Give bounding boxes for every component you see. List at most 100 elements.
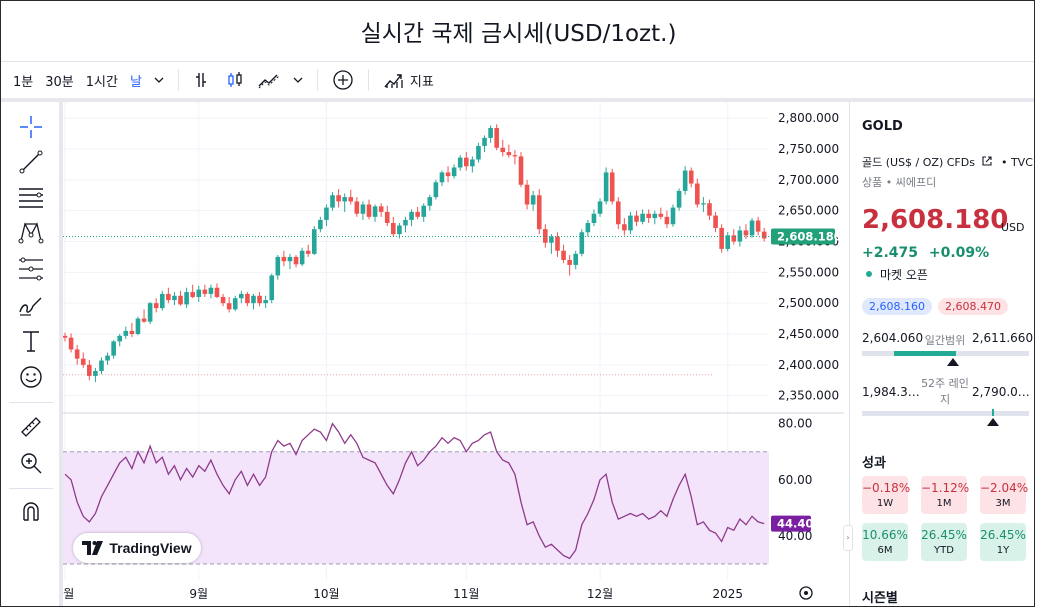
text-tool-icon[interactable] [16,326,46,356]
candle-body [299,250,305,265]
interval-1m-button[interactable]: 1분 [13,74,34,90]
ruler-icon[interactable] [16,412,46,442]
candle-body [579,232,585,254]
candle-body [457,157,463,168]
candle-body [74,349,80,359]
perf-value: −1.12% [921,481,970,495]
zoom-in-icon[interactable] [16,448,46,478]
tool-divider [9,402,53,403]
bar-style-icon[interactable] [187,70,219,90]
perf-value: 10.66% [862,528,908,542]
price-axis-tick-label: 2,350.000 [778,389,839,403]
emoji-icon[interactable] [16,362,46,392]
candle-body [378,206,384,212]
chart-canvas: 8월 9월 10월 11월 12월 2025 2,800.000 2,750.000 2,700… [63,102,844,601]
candle-body [251,295,256,304]
candle-body [153,303,159,309]
candle-body [543,229,548,243]
candle-body [719,227,724,249]
indicators-button[interactable]: 지표 [377,70,440,90]
candle-body [245,293,250,304]
price-axis-tick-label: 2,500.000 [778,296,839,310]
candle-body [701,203,706,205]
candle-body [123,330,129,336]
fib-retracement-icon[interactable] [16,182,46,212]
seasonal-title: 시즌별 [862,591,898,606]
symbol-category: 상품 • 씨에프디 [862,176,937,189]
candle-body [433,182,439,198]
interval-day-button[interactable]: 날 [129,74,142,90]
symbol-ticker[interactable]: GOLD [862,119,903,134]
candle-body [208,287,214,294]
candle-body [220,297,226,304]
brush-icon[interactable] [16,290,46,320]
candle-body [524,184,530,205]
symbol-description: 골드 (US$ / OZ) CFDs [862,156,975,169]
perf-period: 1W [876,498,894,509]
magnet-icon[interactable] [16,496,46,526]
chart-area[interactable]: 8월 9월 10월 11월 12월 2025 2,800.000 2,750.000 2,700… [63,102,844,606]
candle-style-icon[interactable] [219,70,251,90]
symbol-name: 골드 (US$ / OZ) CFDs • TVC [862,155,1033,169]
candle-body [688,170,694,184]
candle-body [293,256,299,265]
candle-body [135,318,141,334]
candle-body [470,159,475,167]
perf-6m: 10.66% 6M [862,523,908,561]
candle-body [567,260,572,265]
candle-body [305,250,311,254]
candle-body [518,156,524,185]
candle-body [336,195,341,202]
candle-body [500,147,506,153]
candle-body [196,289,202,297]
area-style-icon[interactable] [251,70,287,90]
perf-1w: −0.18% 1W [862,476,910,514]
perf-period: 6M [877,545,893,556]
candle-body [676,190,682,208]
price-change: +2.475 +0.09% [862,245,989,261]
interval-dropdown-chevron-icon[interactable] [148,75,170,85]
x-axis-tick-label: 10월 [313,587,339,601]
candle-body [597,201,603,214]
collapse-panel-handle-icon[interactable]: › [843,525,853,551]
candle-body [670,207,676,225]
candle-body [585,223,591,233]
chart-style-chevron-icon[interactable] [287,75,309,85]
candle-body [713,215,718,228]
candle-body [111,341,116,356]
candle-body [354,201,360,214]
compare-plus-icon[interactable] [326,69,360,91]
page-title: 실시간 국제 금시세(USD/1ozt.) [1,1,1034,62]
interval-1h-button[interactable]: 1시간 [85,74,118,90]
candle-body [190,292,195,297]
prediction-tool-icon[interactable] [16,254,46,284]
tradingview-logo[interactable]: TradingView [73,533,201,563]
candle-body [755,220,761,232]
chart-settings-icon[interactable] [799,586,813,600]
price-axis-tick-label: 2,400.000 [778,358,839,372]
crosshair-icon[interactable] [16,112,46,142]
candle-body [536,195,542,230]
candle-body [415,211,420,217]
perf-value: 26.45% [921,528,967,542]
trend-line-icon[interactable] [16,147,46,177]
52w-range-fill [992,409,994,416]
interval-30m-button[interactable]: 30분 [45,74,74,90]
x-axis-tick-label: 9월 [189,587,208,601]
candle-body [226,303,232,310]
52w-range-marker-icon [987,418,999,426]
perf-1y: 26.45% 1Y [980,523,1026,561]
52w-range-label: 52주 레인지 [921,377,969,406]
candle-body [549,236,554,243]
candle-body [105,355,110,361]
candle-body [439,172,445,183]
top-toolbar: 1분 30분 1시간 날 지표 [1,62,1034,102]
candle-body [239,293,244,299]
external-link-icon[interactable] [981,155,993,167]
pattern-icon[interactable] [16,217,46,247]
candle-body [342,197,347,202]
day-range-low: 2,604.060 [862,331,924,345]
candle-body [384,211,390,223]
tradingview-logo-text: TradingView [109,540,192,556]
